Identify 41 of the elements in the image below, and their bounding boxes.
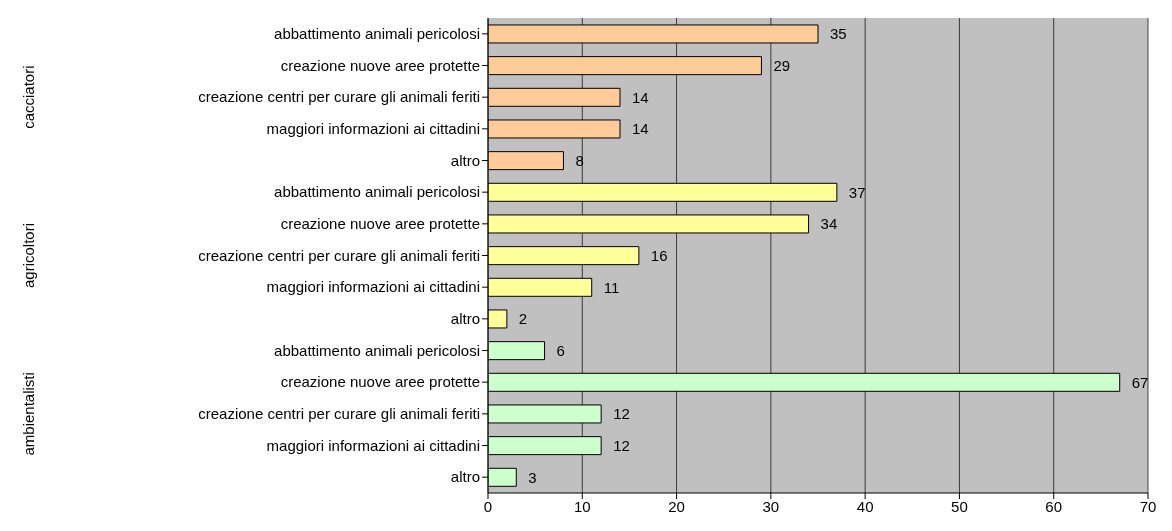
y-tick-label: maggiori informazioni ai cittadini <box>266 120 480 138</box>
y-tick-label: creazione nuove aree protette <box>280 373 480 391</box>
data-label: 12 <box>613 436 630 454</box>
y-tick-label: abbattimento animali pericolosi <box>274 183 480 201</box>
x-tick-label: 0 <box>483 497 493 515</box>
text: agricoltori <box>19 222 37 289</box>
data-label: 29 <box>773 56 791 74</box>
x-tick-label: 30 <box>762 497 780 515</box>
text: cacciatori <box>19 65 37 129</box>
data-label: 11 <box>603 278 620 296</box>
data-label: 16 <box>650 246 668 264</box>
y-tick-label: altro <box>450 151 480 169</box>
y-tick-label: abbattimento animali pericolosi <box>274 341 480 359</box>
x-tick-label: 60 <box>1045 497 1063 515</box>
y-tick-label: creazione centri per curare gli animali feriti <box>198 88 480 106</box>
x-tick-label: 20 <box>668 497 685 515</box>
data-label: 34 <box>820 215 838 233</box>
y-tick-label: abbattimento animali pericolosi <box>274 25 480 43</box>
x-tick-label: 50 <box>951 497 968 515</box>
text: ambientalisti <box>19 372 37 456</box>
data-label: 14 <box>632 120 649 138</box>
data-label: 35 <box>830 25 847 43</box>
data-label: 8 <box>575 151 584 169</box>
data-label: 3 <box>528 468 537 486</box>
data-label: 67 <box>1131 373 1149 391</box>
y-tick-label: altro <box>450 468 480 486</box>
y-tick-label: creazione centri per curare gli animali feriti <box>198 405 480 423</box>
data-label: 12 <box>613 405 630 423</box>
y-tick-label: creazione nuove aree protette <box>280 215 480 233</box>
x-tick-label: 40 <box>856 497 874 515</box>
x-tick-label: 10 <box>573 497 591 515</box>
y-tick-label: altro <box>450 310 480 328</box>
y-tick-label: maggiori informazioni ai cittadini <box>266 436 480 454</box>
data-label: 14 <box>632 88 649 106</box>
data-label: 6 <box>556 341 565 359</box>
y-tick-label: maggiori informazioni ai cittadini <box>266 278 480 296</box>
x-tick-label: 70 <box>1139 497 1157 515</box>
y-tick-label: creazione nuove aree protette <box>280 56 480 74</box>
data-label: 2 <box>518 310 528 328</box>
y-tick-label: creazione centri per curare gli animali feriti <box>198 246 480 264</box>
data-label: 37 <box>848 183 866 201</box>
